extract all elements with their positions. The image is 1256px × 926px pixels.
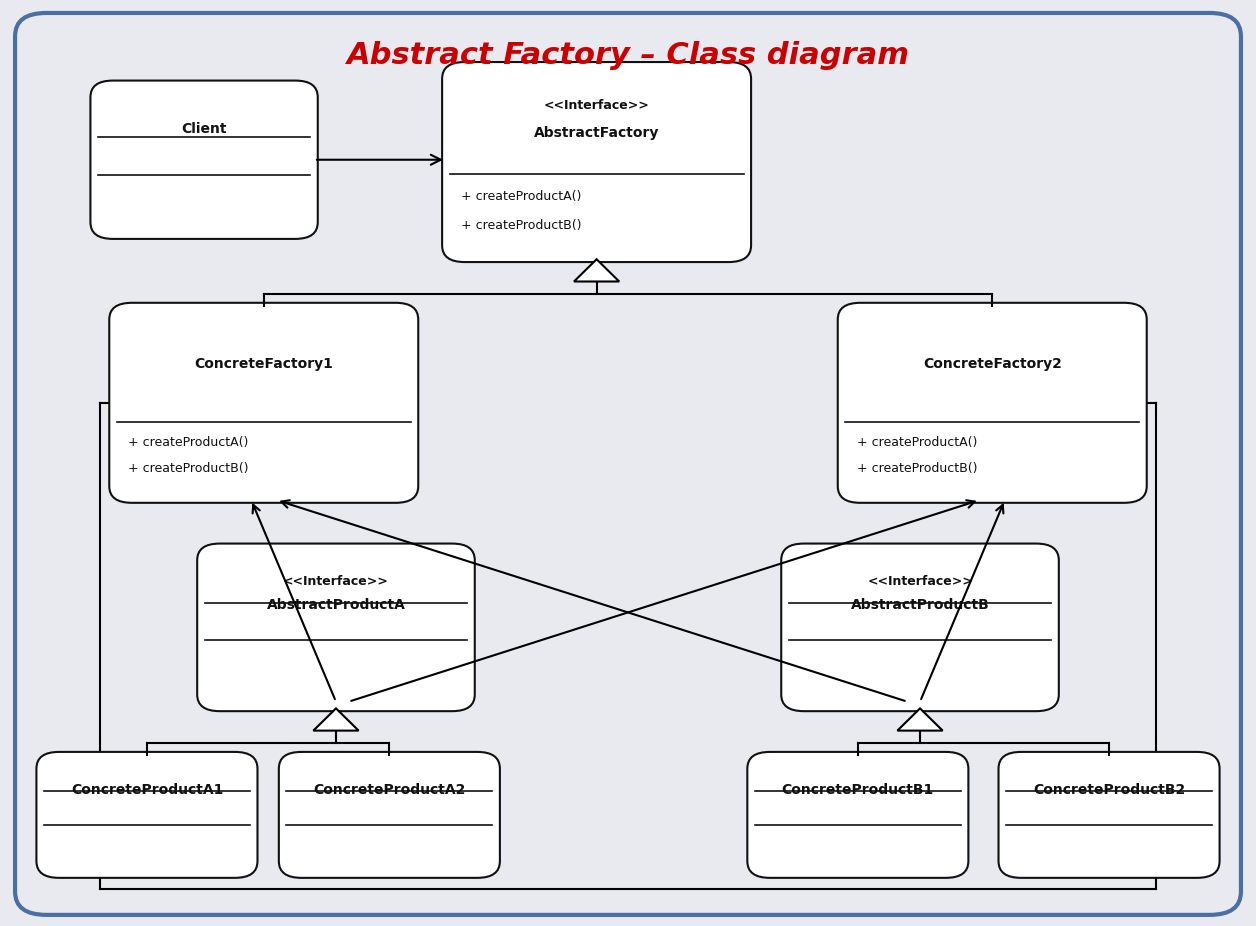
FancyBboxPatch shape [15,13,1241,915]
FancyBboxPatch shape [197,544,475,711]
Text: + createProductB(): + createProductB() [857,462,977,475]
Text: AbstractFactory: AbstractFactory [534,126,659,140]
FancyBboxPatch shape [442,62,751,262]
FancyBboxPatch shape [279,752,500,878]
FancyBboxPatch shape [999,752,1220,878]
FancyBboxPatch shape [747,752,968,878]
Text: ConcreteProductA1: ConcreteProductA1 [70,782,224,796]
Text: + createProductA(): + createProductA() [128,436,249,449]
FancyBboxPatch shape [109,303,418,503]
Polygon shape [897,708,942,731]
FancyBboxPatch shape [36,752,257,878]
FancyBboxPatch shape [90,81,318,239]
Text: ConcreteProductA2: ConcreteProductA2 [313,782,466,796]
Polygon shape [313,708,359,731]
Text: + createProductA(): + createProductA() [857,436,977,449]
Polygon shape [574,259,619,282]
Text: ConcreteProductB2: ConcreteProductB2 [1032,782,1186,796]
FancyBboxPatch shape [838,303,1147,503]
Text: + createProductA(): + createProductA() [461,190,582,203]
Text: ConcreteFactory1: ConcreteFactory1 [195,357,333,371]
Text: AbstractProductB: AbstractProductB [850,597,990,612]
Text: <<Interface>>: <<Interface>> [544,99,649,112]
Text: + createProductB(): + createProductB() [461,219,582,232]
Text: ConcreteFactory2: ConcreteFactory2 [923,357,1061,371]
Text: Client: Client [181,122,227,136]
FancyBboxPatch shape [781,544,1059,711]
Text: ConcreteProductB1: ConcreteProductB1 [781,782,934,796]
Text: AbstractProductA: AbstractProductA [266,597,406,612]
Text: <<Interface>>: <<Interface>> [867,575,973,589]
Text: Abstract Factory – Class diagram: Abstract Factory – Class diagram [347,41,909,70]
Text: + createProductB(): + createProductB() [128,462,249,475]
Text: <<Interface>>: <<Interface>> [283,575,389,589]
